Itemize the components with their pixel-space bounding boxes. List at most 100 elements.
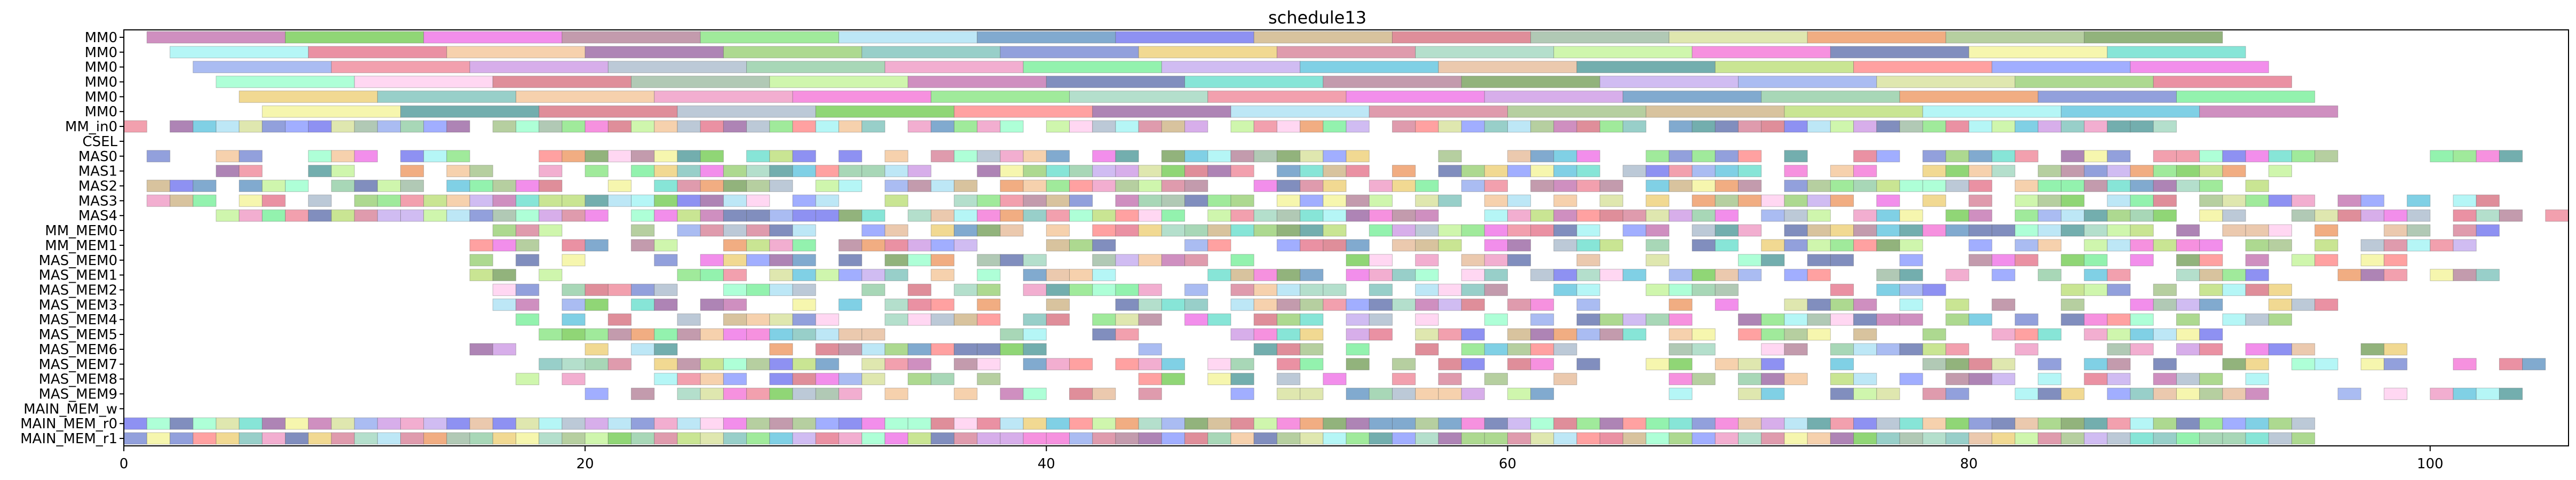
task-bar (862, 343, 886, 356)
task-bar (1784, 298, 1808, 311)
task-bar (723, 165, 747, 178)
task-bar (377, 432, 401, 445)
task-bar (1184, 224, 1208, 237)
task-bar (1692, 209, 1716, 222)
task-bar (2107, 224, 2131, 237)
task-bar (1830, 224, 1854, 237)
task-bar (1392, 120, 1416, 133)
task-bar (2060, 120, 2085, 133)
task-bar (884, 150, 908, 163)
task-bar (1230, 224, 1254, 237)
task-bar (2176, 432, 2200, 445)
task-bar (1184, 417, 1208, 430)
task-bar (2383, 358, 2408, 371)
task-bar (1000, 209, 1024, 222)
task-bar (1115, 298, 1139, 311)
task-bar (446, 165, 470, 178)
task-bar (723, 194, 747, 207)
task-bar (1714, 194, 1739, 207)
task-bar (1046, 239, 1070, 252)
task-bar (1392, 165, 1416, 178)
task-bar (584, 343, 609, 356)
task-bar (262, 432, 286, 445)
task-bar (2383, 209, 2408, 222)
task-bar (1115, 194, 1139, 207)
task-bar (1576, 328, 1600, 341)
task-bar (746, 180, 770, 192)
task-bar (2430, 239, 2454, 252)
task-bar (631, 120, 655, 133)
task-bar (1530, 165, 1554, 178)
task-bar (1415, 194, 1439, 207)
task-bar (1969, 417, 1993, 430)
task-bar (1092, 224, 1116, 237)
task-bar (2245, 269, 2269, 282)
task-bar (1669, 31, 1808, 44)
task-bar (1922, 180, 1946, 192)
task-bar (654, 194, 678, 207)
task-bar (815, 343, 839, 356)
task-bar (1969, 46, 2108, 59)
task-bar (516, 194, 540, 207)
task-bar (1023, 417, 1047, 430)
task-bar (1000, 388, 1024, 400)
task-bar (562, 239, 586, 252)
task-bar (1369, 194, 1393, 207)
task-bar (400, 105, 540, 118)
task-bar (1646, 313, 1670, 326)
task-bar (146, 417, 170, 430)
task-bar (1300, 284, 1324, 296)
task-bar (907, 432, 931, 445)
task-bar (2176, 313, 2200, 326)
task-bar (953, 417, 978, 430)
task-bar (2153, 298, 2177, 311)
task-bar (1853, 209, 1877, 222)
task-bar (1899, 269, 1923, 282)
task-bar (1714, 298, 1739, 311)
task-bar (607, 432, 632, 445)
task-bar (2222, 194, 2246, 207)
task-bar (977, 224, 1001, 237)
task-bar (1945, 180, 1970, 192)
task-bar (2130, 194, 2154, 207)
task-bar (2199, 373, 2223, 386)
task-bar (193, 194, 217, 207)
task-bar (907, 343, 931, 356)
task-bar (1784, 224, 1808, 237)
task-bar (2314, 209, 2338, 222)
task-bar (1576, 224, 1600, 237)
task-bar (1000, 432, 1024, 445)
task-bar (2060, 432, 2085, 445)
task-bar (2222, 269, 2246, 282)
task-bar (1069, 388, 1093, 400)
task-bar (2130, 165, 2154, 178)
task-bar (1945, 388, 1970, 400)
task-bar (2130, 224, 2154, 237)
task-bar (815, 388, 839, 400)
task-bar (2037, 224, 2061, 237)
task-bar (723, 239, 747, 252)
task-bar (1992, 373, 2016, 386)
task-bar (838, 328, 863, 341)
task-bar (631, 239, 655, 252)
task-bar (2107, 180, 2131, 192)
task-bar (607, 328, 632, 341)
task-bar (2037, 328, 2061, 341)
task-bar (2430, 269, 2454, 282)
task-bar (562, 328, 586, 341)
task-bar (1530, 328, 1554, 341)
task-bar (516, 224, 540, 237)
task-bar (792, 90, 931, 103)
task-bar (492, 417, 517, 430)
y-tick-label: MAS_MEM6 (38, 342, 117, 358)
task-bar (1346, 432, 1370, 445)
task-bar (953, 105, 1093, 118)
task-bar (631, 284, 655, 296)
task-bar (654, 373, 678, 386)
task-bar (2199, 343, 2223, 356)
task-bar (308, 417, 332, 430)
task-bar (723, 432, 747, 445)
task-bar (539, 269, 563, 282)
task-bar (169, 46, 309, 59)
task-bar (1853, 373, 1877, 386)
